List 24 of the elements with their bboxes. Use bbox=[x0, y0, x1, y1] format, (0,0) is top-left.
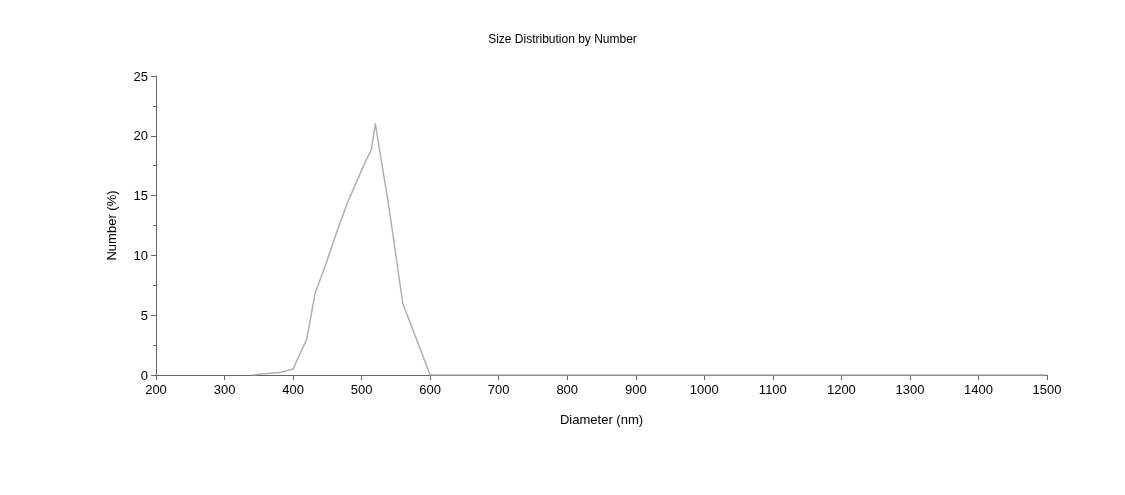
line-series bbox=[251, 123, 1048, 376]
x-tick-label: 1400 bbox=[964, 382, 993, 397]
x-tick-label: 700 bbox=[487, 382, 510, 397]
x-tick-label: 500 bbox=[350, 382, 373, 397]
x-tick-label: 1300 bbox=[895, 382, 925, 397]
y-tick-label: 20 bbox=[133, 128, 148, 144]
x-tick-label: 800 bbox=[556, 382, 579, 397]
x-tick-label: 400 bbox=[282, 382, 304, 397]
y-tick-label: 5 bbox=[140, 307, 148, 323]
y-tick-label: 15 bbox=[133, 188, 148, 204]
y-tick-label: 10 bbox=[133, 247, 148, 263]
x-tick-label: 300 bbox=[213, 382, 236, 397]
x-tick-label: 200 bbox=[145, 382, 167, 397]
x-axis-title: Diameter (nm) bbox=[559, 412, 644, 427]
x-tick-label: 1500 bbox=[1032, 382, 1062, 397]
y-tick-label: 0 bbox=[140, 367, 148, 383]
x-tick-label: 1200 bbox=[826, 382, 856, 397]
x-tick-label: 1100 bbox=[758, 382, 787, 397]
x-tick-label: 900 bbox=[624, 382, 647, 397]
x-tick-label: 600 bbox=[419, 382, 442, 397]
x-tick-label: 1000 bbox=[689, 382, 719, 397]
chart-title: Size Distribution by Number bbox=[488, 32, 637, 46]
y-tick-label: 25 bbox=[133, 68, 148, 84]
y-axis-title: Number (%) bbox=[104, 190, 119, 261]
